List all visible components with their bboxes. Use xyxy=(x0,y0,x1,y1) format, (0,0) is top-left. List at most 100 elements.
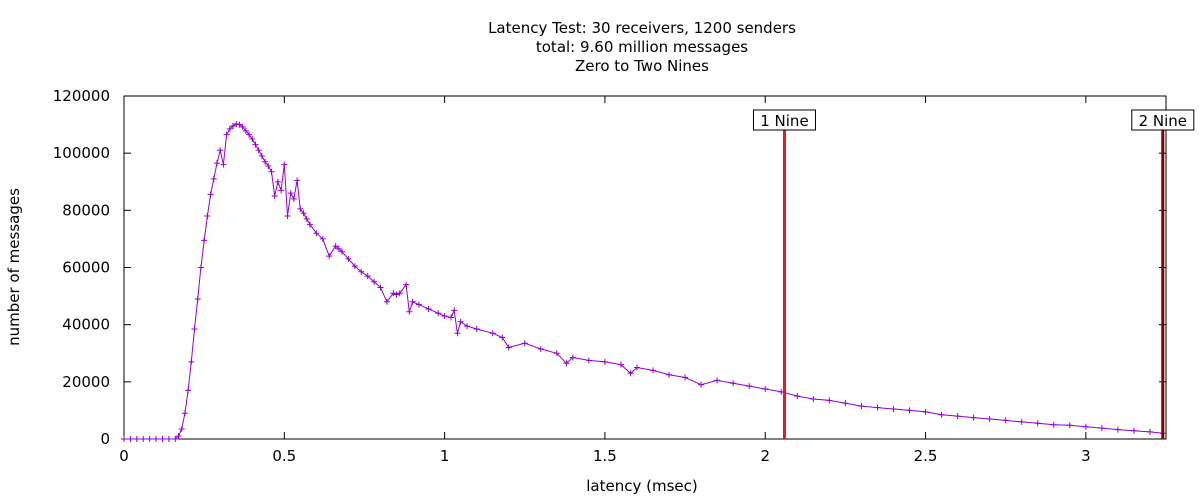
x-tick-label: 2.5 xyxy=(914,447,938,465)
x-tick-label: 1.5 xyxy=(593,447,617,465)
data-point xyxy=(290,195,297,202)
nine-marker-label: 2 Nine xyxy=(1139,112,1187,130)
data-point xyxy=(236,121,243,128)
data-point xyxy=(396,290,403,297)
y-axis: 0 20000 40000 60000 80000 100000 120000 xyxy=(53,87,1166,448)
data-point xyxy=(563,360,570,367)
data-point xyxy=(242,127,249,134)
data-point xyxy=(1034,420,1041,427)
data-point xyxy=(435,310,442,317)
data-point xyxy=(1066,422,1073,429)
data-point xyxy=(217,147,224,154)
data-point xyxy=(159,436,166,442)
data-point xyxy=(274,178,281,185)
data-point xyxy=(762,385,769,392)
data-point xyxy=(319,235,326,242)
data-point xyxy=(633,364,640,371)
data-point xyxy=(409,298,416,305)
data-point xyxy=(335,245,342,252)
data-point xyxy=(403,281,410,288)
y-tick-label: 0 xyxy=(100,430,110,448)
data-point xyxy=(201,237,208,244)
data-point xyxy=(1130,427,1137,434)
data-point xyxy=(451,307,458,314)
y-axis-label: number of messages xyxy=(5,188,23,346)
data-point xyxy=(569,354,576,361)
data-point xyxy=(922,408,929,415)
data-point xyxy=(239,123,246,130)
data-point xyxy=(210,175,217,182)
data-point xyxy=(858,403,865,410)
x-tick-label: 3 xyxy=(1081,447,1091,465)
data-point xyxy=(601,358,608,365)
data-point xyxy=(682,374,689,381)
x-tick-label: 0.5 xyxy=(272,447,296,465)
plot-frame xyxy=(123,95,1167,440)
data-point xyxy=(172,436,179,442)
data-point xyxy=(268,168,275,175)
data-point xyxy=(938,411,945,418)
data-point xyxy=(746,383,753,390)
data-point xyxy=(448,314,455,321)
data-point xyxy=(351,263,358,270)
data-point xyxy=(842,400,849,407)
data-point xyxy=(358,268,365,275)
data-point xyxy=(345,255,352,262)
y-tick-label: 80000 xyxy=(62,201,110,219)
series-layer xyxy=(121,121,1166,442)
data-point xyxy=(464,323,471,330)
data-point xyxy=(185,387,192,394)
data-point xyxy=(265,163,272,170)
data-point xyxy=(294,177,301,184)
data-point xyxy=(1098,425,1105,432)
data-point xyxy=(406,308,413,315)
data-point xyxy=(810,395,817,402)
data-point xyxy=(207,191,214,198)
data-point xyxy=(146,436,153,442)
data-point xyxy=(204,213,211,220)
x-tick-label: 2 xyxy=(760,447,770,465)
data-point xyxy=(194,295,201,302)
y-tick-label: 60000 xyxy=(62,259,110,277)
data-point xyxy=(297,205,304,212)
data-point xyxy=(393,291,400,298)
nine-marker-box xyxy=(1131,109,1195,131)
data-point xyxy=(197,264,204,271)
data-point xyxy=(181,410,188,417)
data-point xyxy=(730,380,737,387)
data-point xyxy=(441,313,448,320)
data-point xyxy=(226,125,233,132)
y-tick-label: 120000 xyxy=(53,87,110,105)
series-line xyxy=(124,123,1163,440)
data-point xyxy=(627,370,634,377)
data-point xyxy=(371,278,378,285)
data-point xyxy=(890,405,897,412)
data-point xyxy=(281,161,288,168)
data-point xyxy=(377,284,384,291)
data-point xyxy=(954,413,961,420)
data-point xyxy=(339,248,346,255)
data-point xyxy=(553,350,560,357)
data-point xyxy=(165,436,172,442)
data-point xyxy=(521,340,528,347)
data-point xyxy=(313,230,320,237)
data-point xyxy=(666,371,673,378)
data-point xyxy=(246,131,253,138)
data-point xyxy=(332,243,339,250)
x-axis-label: latency (msec) xyxy=(586,477,697,495)
data-point xyxy=(153,436,160,442)
data-point xyxy=(121,436,127,442)
data-point xyxy=(454,330,461,337)
data-point xyxy=(650,367,657,374)
x-tick-label: 0 xyxy=(119,447,129,465)
data-point xyxy=(258,153,265,160)
data-point xyxy=(505,344,512,351)
chart-title-line-3: Zero to Two Nines xyxy=(575,57,709,75)
marker-layer: 1 Nine 2 Nine xyxy=(752,109,1195,439)
data-point xyxy=(213,160,220,167)
data-point xyxy=(300,210,307,217)
data-point xyxy=(1082,423,1089,430)
data-point xyxy=(271,193,278,200)
data-point xyxy=(457,318,464,325)
